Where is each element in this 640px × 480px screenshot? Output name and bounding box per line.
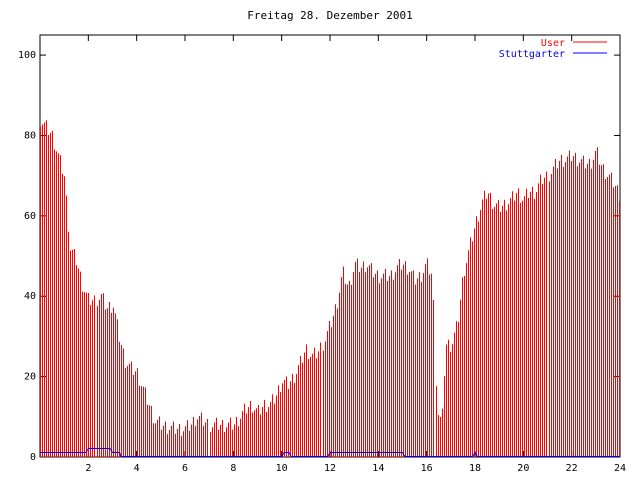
legend-label-stuttgarter: Stuttgarter: [499, 49, 565, 60]
x-tick-label: 22: [566, 463, 578, 474]
x-tick-label: 4: [134, 463, 140, 474]
y-tick-label: 80: [24, 130, 36, 141]
x-tick-label: 18: [469, 463, 481, 474]
chart-title: Freitag 28. Dezember 2001: [247, 9, 413, 22]
y-tick-label: 0: [30, 452, 36, 463]
y-tick-label: 60: [24, 211, 36, 222]
x-tick-label: 6: [182, 463, 188, 474]
x-tick-label: 10: [276, 463, 288, 474]
y-tick-label: 100: [18, 50, 36, 61]
x-tick-label: 16: [421, 463, 433, 474]
x-tick-label: 14: [372, 463, 384, 474]
x-tick-label: 20: [517, 463, 529, 474]
legend-label-user: User: [541, 38, 565, 49]
y-tick-label: 20: [24, 372, 36, 383]
user-impulses: [40, 120, 620, 457]
x-tick-label: 2: [85, 463, 91, 474]
x-tick-label: 12: [324, 463, 336, 474]
x-tick-label: 24: [614, 463, 626, 474]
x-tick-label: 8: [230, 463, 236, 474]
stuttgarter-line: [40, 448, 620, 457]
legend: User Stuttgarter: [499, 38, 607, 60]
y-tick-label: 40: [24, 291, 36, 302]
